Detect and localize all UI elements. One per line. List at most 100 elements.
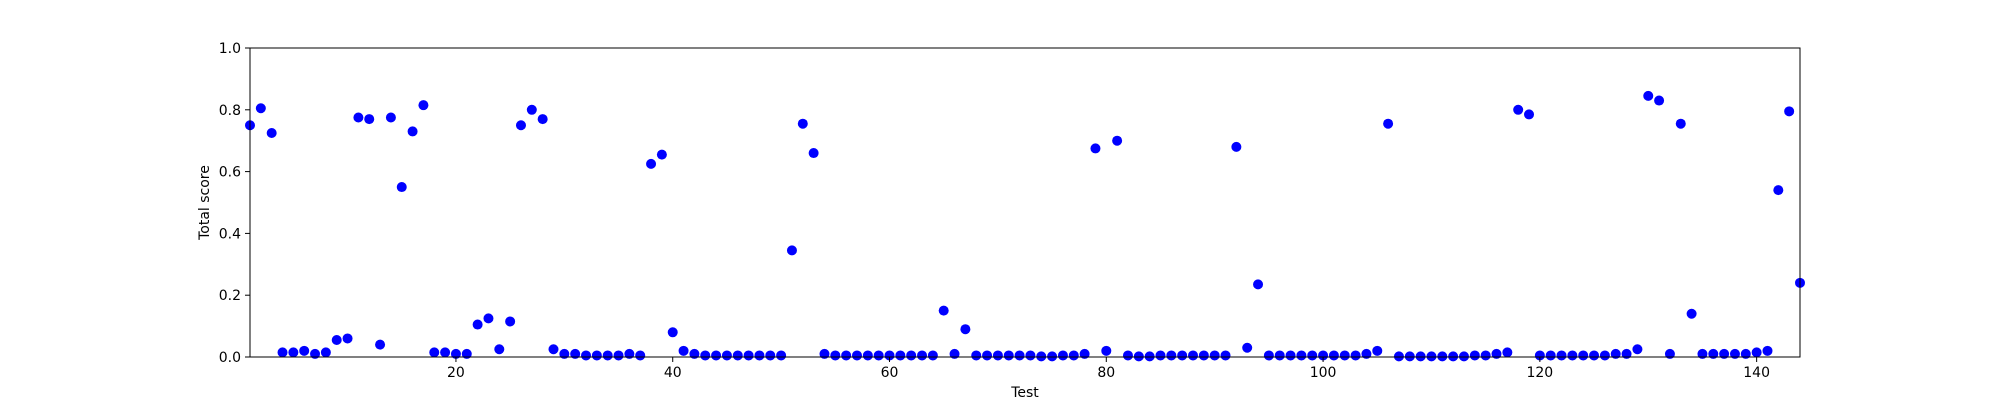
data-point-32 (581, 350, 592, 361)
data-point-63 (917, 350, 928, 361)
data-point-55 (830, 350, 841, 361)
data-point-11 (353, 112, 364, 123)
data-point-67 (960, 324, 971, 335)
data-point-12 (364, 114, 375, 125)
data-point-136 (1708, 348, 1719, 359)
data-point-119 (1524, 109, 1535, 120)
data-point-99 (1307, 350, 1318, 361)
data-point-107 (1393, 351, 1404, 362)
data-point-75 (1047, 351, 1058, 362)
data-point-118 (1513, 104, 1524, 115)
y-tick-label: 1.0 (219, 41, 241, 57)
data-point-106 (1383, 118, 1394, 129)
y-tick-label: 0.0 (219, 350, 241, 366)
data-point-33 (591, 350, 602, 361)
data-point-6 (299, 345, 310, 356)
data-point-122 (1556, 350, 1567, 361)
data-point-46 (732, 350, 743, 361)
data-point-22 (472, 319, 483, 330)
x-tick-label: 40 (664, 365, 682, 381)
data-point-120 (1534, 350, 1545, 361)
data-point-112 (1448, 351, 1459, 362)
data-point-40 (667, 327, 678, 338)
data-point-89 (1198, 350, 1209, 361)
x-tick-label: 120 (1526, 365, 1553, 381)
data-point-13 (375, 339, 386, 350)
data-point-138 (1729, 348, 1740, 359)
data-point-42 (689, 348, 700, 359)
data-point-88 (1188, 350, 1199, 361)
data-point-130 (1643, 90, 1654, 101)
data-point-30 (559, 348, 570, 359)
x-tick-label: 20 (447, 365, 465, 381)
x-tick-label: 100 (1310, 365, 1337, 381)
data-point-97 (1285, 350, 1296, 361)
data-point-98 (1296, 350, 1307, 361)
data-point-129 (1632, 344, 1643, 355)
points-layer (245, 90, 1805, 362)
data-point-47 (743, 350, 754, 361)
data-point-53 (808, 148, 819, 159)
data-point-111 (1437, 351, 1448, 362)
y-tick-label: 0.8 (219, 103, 241, 119)
data-point-50 (776, 350, 787, 361)
data-point-73 (1025, 350, 1036, 361)
data-point-48 (754, 350, 765, 361)
data-point-8 (320, 347, 331, 358)
data-point-85 (1155, 350, 1166, 361)
data-point-4 (277, 347, 288, 358)
data-point-7 (310, 348, 321, 359)
data-point-61 (895, 350, 906, 361)
data-point-18 (429, 347, 440, 358)
data-point-84 (1144, 351, 1155, 362)
data-point-36 (624, 348, 635, 359)
data-point-81 (1112, 135, 1123, 146)
data-point-31 (570, 348, 581, 359)
data-point-65 (938, 305, 949, 316)
data-point-131 (1654, 95, 1665, 106)
data-point-137 (1719, 348, 1730, 359)
data-point-143 (1784, 106, 1795, 117)
data-point-14 (385, 112, 396, 123)
y-axis-ticks: 0.0 0.2 0.4 0.6 0.8 1.0 (219, 41, 250, 366)
data-point-140 (1751, 347, 1762, 358)
data-point-141 (1762, 345, 1773, 356)
data-point-94 (1253, 279, 1264, 290)
y-axis-label: Total score (197, 165, 213, 241)
data-point-44 (711, 350, 722, 361)
y-tick-label: 0.6 (219, 165, 241, 181)
data-point-116 (1491, 348, 1502, 359)
data-point-113 (1458, 351, 1469, 362)
data-point-125 (1589, 350, 1600, 361)
data-point-28 (537, 114, 548, 125)
data-point-56 (841, 350, 852, 361)
data-point-100 (1318, 350, 1329, 361)
data-point-74 (1036, 351, 1047, 362)
y-tick-label: 0.2 (219, 288, 241, 304)
plot-frame (249, 47, 1801, 358)
x-axis-ticks: 20 40 60 80 100 120 140 (447, 357, 1770, 381)
data-point-103 (1350, 350, 1361, 361)
data-point-26 (515, 120, 526, 131)
data-point-78 (1079, 348, 1090, 359)
data-point-90 (1209, 350, 1220, 361)
data-point-27 (526, 104, 537, 115)
data-point-59 (873, 350, 884, 361)
data-point-96 (1274, 350, 1285, 361)
data-point-82 (1122, 350, 1133, 361)
data-point-24 (494, 344, 505, 355)
x-tick-label: 60 (881, 365, 899, 381)
data-point-132 (1664, 348, 1675, 359)
data-point-123 (1567, 350, 1578, 361)
data-point-110 (1426, 351, 1437, 362)
data-point-135 (1697, 348, 1708, 359)
data-point-87 (1177, 350, 1188, 361)
data-point-101 (1328, 350, 1339, 361)
data-point-142 (1773, 185, 1784, 196)
data-point-29 (548, 344, 559, 355)
data-point-16 (407, 126, 418, 137)
data-point-127 (1610, 348, 1621, 359)
data-point-49 (765, 350, 776, 361)
data-point-57 (851, 350, 862, 361)
